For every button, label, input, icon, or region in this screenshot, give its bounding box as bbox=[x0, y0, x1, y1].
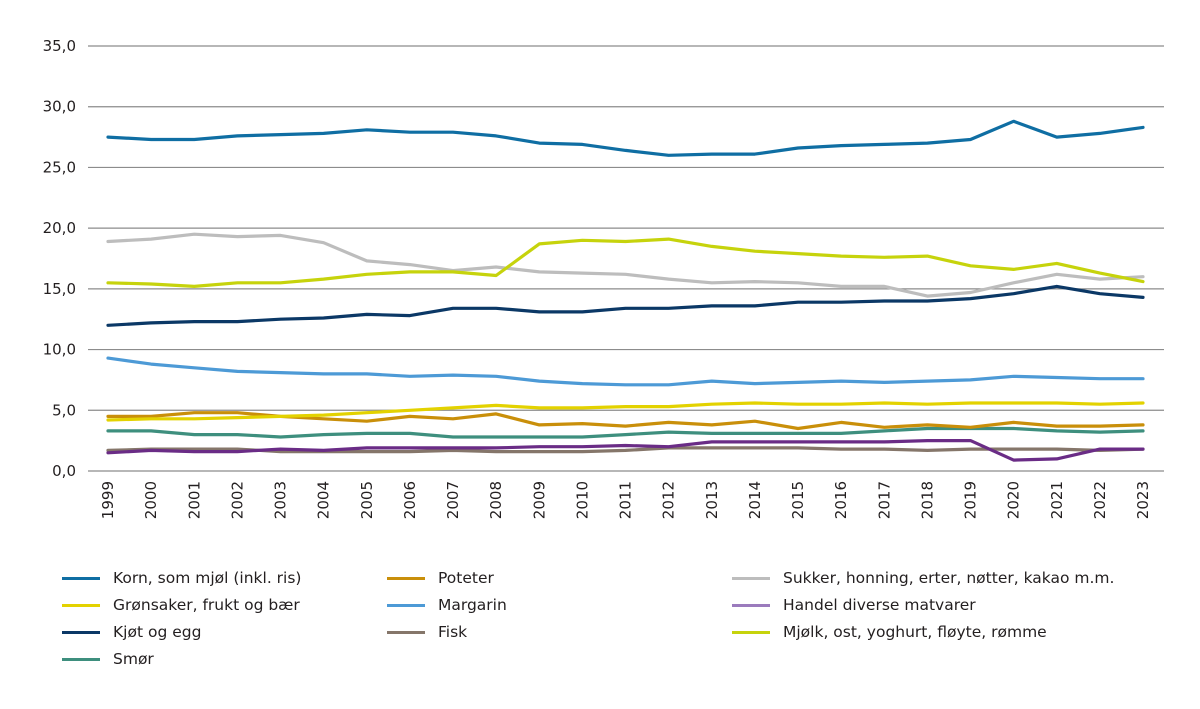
legend-label: Mjølk, ost, yoghurt, fløyte, rømme bbox=[783, 623, 1047, 641]
x-tick-label: 1999 bbox=[99, 481, 117, 519]
y-tick-label: 15,0 bbox=[43, 280, 76, 298]
x-tick-label: 2003 bbox=[272, 481, 290, 519]
legend-label: Sukker, honning, erter, nøtter, kakao m.… bbox=[783, 569, 1115, 587]
legend-label: Handel diverse matvarer bbox=[783, 596, 976, 614]
x-tick-label: 2019 bbox=[962, 481, 980, 519]
x-tick-label: 2013 bbox=[703, 481, 721, 519]
legend-swatch bbox=[387, 576, 425, 580]
y-tick-label: 30,0 bbox=[43, 98, 76, 116]
legend-label: Fisk bbox=[438, 623, 468, 641]
legend-item: Fisk bbox=[387, 620, 732, 644]
series-line bbox=[106, 237, 1145, 288]
x-tick-label: 2017 bbox=[875, 481, 893, 519]
legend-label: Kjøt og egg bbox=[113, 623, 202, 641]
series-line bbox=[106, 446, 1145, 454]
series-line bbox=[106, 411, 1145, 431]
series-line bbox=[106, 284, 1145, 327]
legend-swatch bbox=[732, 630, 770, 634]
legend-swatch bbox=[732, 603, 770, 607]
legend-item: Kjøt og egg bbox=[62, 620, 387, 644]
x-tick-label: 2007 bbox=[444, 481, 462, 519]
series-lines bbox=[106, 119, 1145, 462]
legend-label: Grønsaker, frukt og bær bbox=[113, 596, 300, 614]
legend-swatch bbox=[732, 576, 770, 580]
legend-swatch bbox=[62, 603, 100, 607]
legend-item: Mjølk, ost, yoghurt, fløyte, rømme bbox=[732, 620, 1182, 644]
x-tick-label: 2005 bbox=[358, 481, 376, 519]
y-tick-label: 10,0 bbox=[43, 341, 76, 359]
x-tick-label: 2020 bbox=[1005, 481, 1023, 519]
y-tick-label: 5,0 bbox=[52, 401, 76, 419]
series-line bbox=[106, 356, 1145, 387]
x-tick-label: 2012 bbox=[660, 481, 678, 519]
legend-label: Smør bbox=[113, 650, 154, 668]
legend-swatch bbox=[62, 576, 100, 580]
x-tick-label: 2022 bbox=[1091, 481, 1109, 519]
series-line bbox=[106, 439, 1145, 462]
x-tick-label: 2010 bbox=[573, 481, 591, 519]
x-tick-label: 2015 bbox=[789, 481, 807, 519]
legend-item: Handel diverse matvarer bbox=[732, 593, 1182, 617]
legend: Korn, som mjøl (inkl. ris) Poteter Sukker,… bbox=[62, 566, 1182, 671]
legend-swatch bbox=[387, 603, 425, 607]
x-tick-label: 2000 bbox=[142, 481, 160, 519]
legend-item: Sukker, honning, erter, nøtter, kakao m.… bbox=[732, 566, 1182, 590]
x-tick-label: 2009 bbox=[530, 481, 548, 519]
legend-item: Poteter bbox=[387, 566, 732, 590]
x-tick-label: 2021 bbox=[1048, 481, 1066, 519]
series-line bbox=[106, 119, 1145, 157]
series-line bbox=[106, 232, 1145, 298]
x-tick-label: 2016 bbox=[832, 481, 850, 519]
x-tick-label: 2018 bbox=[918, 481, 936, 519]
legend-item: Margarin bbox=[387, 593, 732, 617]
legend-item: Smør bbox=[62, 647, 387, 671]
legend-label: Margarin bbox=[438, 596, 507, 614]
y-tick-label: 25,0 bbox=[43, 158, 76, 176]
legend-swatch bbox=[387, 630, 425, 634]
x-tick-label: 2023 bbox=[1134, 481, 1152, 519]
series-line bbox=[106, 426, 1145, 439]
legend-item: Korn, som mjøl (inkl. ris) bbox=[62, 566, 387, 590]
x-tick-label: 2008 bbox=[487, 481, 505, 519]
x-axis-ticks: 1999 2000 2001 2002 2003 2004 2005 2006 2007 2008… bbox=[99, 481, 1152, 519]
gridlines bbox=[88, 45, 1164, 472]
x-tick-label: 2002 bbox=[228, 481, 246, 519]
x-tick-label: 2014 bbox=[746, 481, 764, 519]
x-tick-label: 2006 bbox=[401, 481, 419, 519]
legend-swatch bbox=[62, 630, 100, 634]
y-axis-ticks: 0,0 5,0 10,0 15,0 20,0 25,0 30,0 35,0 bbox=[43, 37, 76, 480]
x-tick-label: 2004 bbox=[315, 481, 333, 519]
y-tick-label: 20,0 bbox=[43, 219, 76, 237]
series-line bbox=[106, 401, 1145, 422]
y-tick-label: 0,0 bbox=[52, 462, 76, 480]
legend-swatch bbox=[62, 657, 100, 661]
legend-item: Grønsaker, frukt og bær bbox=[62, 593, 387, 617]
x-tick-label: 2011 bbox=[617, 481, 635, 519]
legend-label: Korn, som mjøl (inkl. ris) bbox=[113, 569, 302, 587]
line-chart: 0,0 5,0 10,0 15,0 20,0 25,0 30,0 35,0 1999 2000 2… bbox=[43, 37, 1164, 519]
x-tick-label: 2001 bbox=[185, 481, 203, 519]
y-tick-label: 35,0 bbox=[43, 37, 76, 55]
legend-label: Poteter bbox=[438, 569, 494, 587]
